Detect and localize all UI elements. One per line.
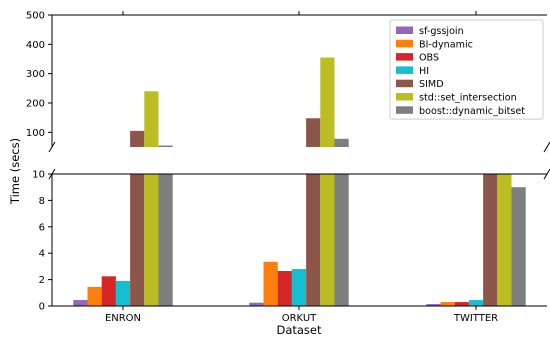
bar-twitter-4-lower: [483, 174, 498, 306]
y-tick-label-lower-2: 2: [39, 275, 45, 286]
y-tick-label-upper-200: 200: [26, 99, 45, 110]
ticks: 100 200 300 400 500 0 2 4 6 8 10 ENRON ORKUT TWITTER: [26, 11, 498, 325]
legend: sf-gssjoinBI-dynamicOBSHISIMDstd::set_in…: [389, 19, 544, 120]
legend-label-0: sf-gssjoin: [419, 26, 464, 37]
bars: [73, 57, 526, 306]
legend-swatch-6: [396, 106, 413, 114]
bar-enron-5-lower: [144, 174, 159, 306]
break-mark-upper-left: [48, 141, 56, 153]
legend-swatch-1: [396, 39, 413, 48]
legend-swatch-4: [396, 79, 413, 88]
legend-label-4: SIMD: [419, 79, 444, 90]
break-mark-lower-right: [543, 168, 550, 180]
bar-twitter-2-lower: [454, 302, 469, 306]
x-tick-label-enron: ENRON: [105, 313, 141, 324]
x-tick-label-orkut: ORKUT: [282, 313, 317, 324]
bar-twitter-5-lower: [497, 174, 512, 306]
legend-label-2: OBS: [419, 53, 439, 64]
bar-enron-2-lower: [101, 276, 116, 306]
bar-enron-3-lower: [115, 280, 131, 306]
y-tick-label-lower-4: 4: [39, 249, 45, 260]
y-tick-label-lower-10: 10: [32, 170, 45, 181]
bar-enron-4-lower: [130, 174, 145, 306]
bar-enron-4-upper: [130, 130, 145, 147]
bar-orkut-6-upper: [334, 138, 349, 147]
bar-orkut-4-upper: [306, 118, 321, 147]
bar-twitter-1-lower: [440, 302, 455, 306]
legend-label-3: HI: [419, 66, 429, 77]
bar-orkut-5-lower: [320, 174, 335, 306]
y-tick-label-upper-300: 300: [26, 69, 45, 80]
legend-swatch-2: [396, 53, 413, 61]
y-tick-label-upper-500: 500: [26, 11, 45, 22]
bar-twitter-6-lower: [511, 187, 526, 306]
legend-label-1: BI-dynamic: [419, 39, 473, 50]
x-tick-label-twitter: TWITTER: [453, 313, 498, 324]
bar-orkut-1-lower: [263, 261, 278, 306]
y-axis-title: Time (secs): [8, 138, 22, 205]
bar-twitter-0-lower: [426, 304, 441, 306]
bar-enron-1-lower: [87, 286, 102, 306]
legend-swatch-5: [396, 93, 413, 101]
x-axis-title: Dataset: [276, 323, 322, 337]
legend-box: [389, 19, 544, 120]
bar-enron-6-lower: [158, 174, 173, 306]
bar-orkut-6-lower: [334, 174, 349, 306]
bar-twitter-3-lower: [468, 300, 484, 306]
y-tick-label-lower-6: 6: [39, 222, 45, 233]
y-tick-label-lower-8: 8: [39, 196, 45, 207]
y-tick-label-lower-0: 0: [39, 302, 45, 313]
bar-enron-6-upper: [158, 145, 173, 147]
bar-enron-0-lower: [73, 300, 88, 306]
bar-orkut-5-upper: [320, 57, 335, 147]
legend-label-6: boost::dynamic_bitset: [419, 106, 525, 117]
legend-swatch-0: [396, 26, 413, 34]
break-mark-upper-right: [543, 141, 550, 153]
legend-swatch-3: [396, 66, 413, 74]
bar-orkut-2-lower: [277, 271, 292, 306]
bar-orkut-0-lower: [249, 302, 264, 306]
bar-enron-5-upper: [144, 91, 159, 147]
bar-orkut-4-lower: [306, 174, 321, 306]
y-tick-label-upper-100: 100: [26, 128, 45, 139]
bar-orkut-3-lower: [291, 269, 307, 306]
legend-label-5: std::set_intersection: [419, 93, 517, 104]
y-tick-label-upper-400: 400: [26, 40, 45, 51]
